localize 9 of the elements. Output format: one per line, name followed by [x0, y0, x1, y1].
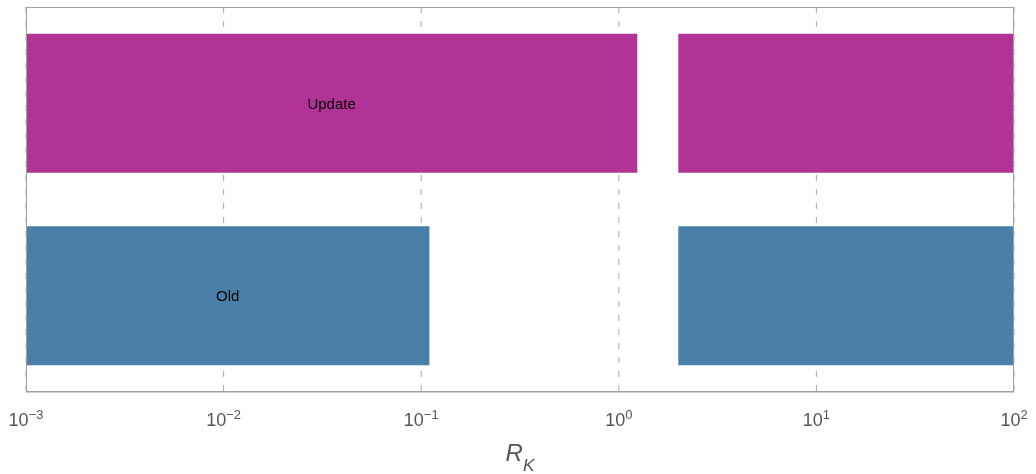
x-tick-label: 10$^{−3}$ [8, 406, 44, 430]
x-tick-label: 10$^{2}$ [1000, 406, 1028, 430]
x-tick-label: 10$^{1}$ [802, 406, 831, 430]
x-tick-label: 10$^{0}$ [605, 406, 633, 430]
y-tick-label: Update [307, 94, 356, 112]
x-tick-label: 10$^{−2}$ [206, 406, 242, 430]
x-tick-label: 10$^{−1}$ [403, 406, 439, 430]
y-tick-label: Old [216, 287, 240, 305]
x-axis-title: R$_{K}$ [505, 439, 536, 474]
